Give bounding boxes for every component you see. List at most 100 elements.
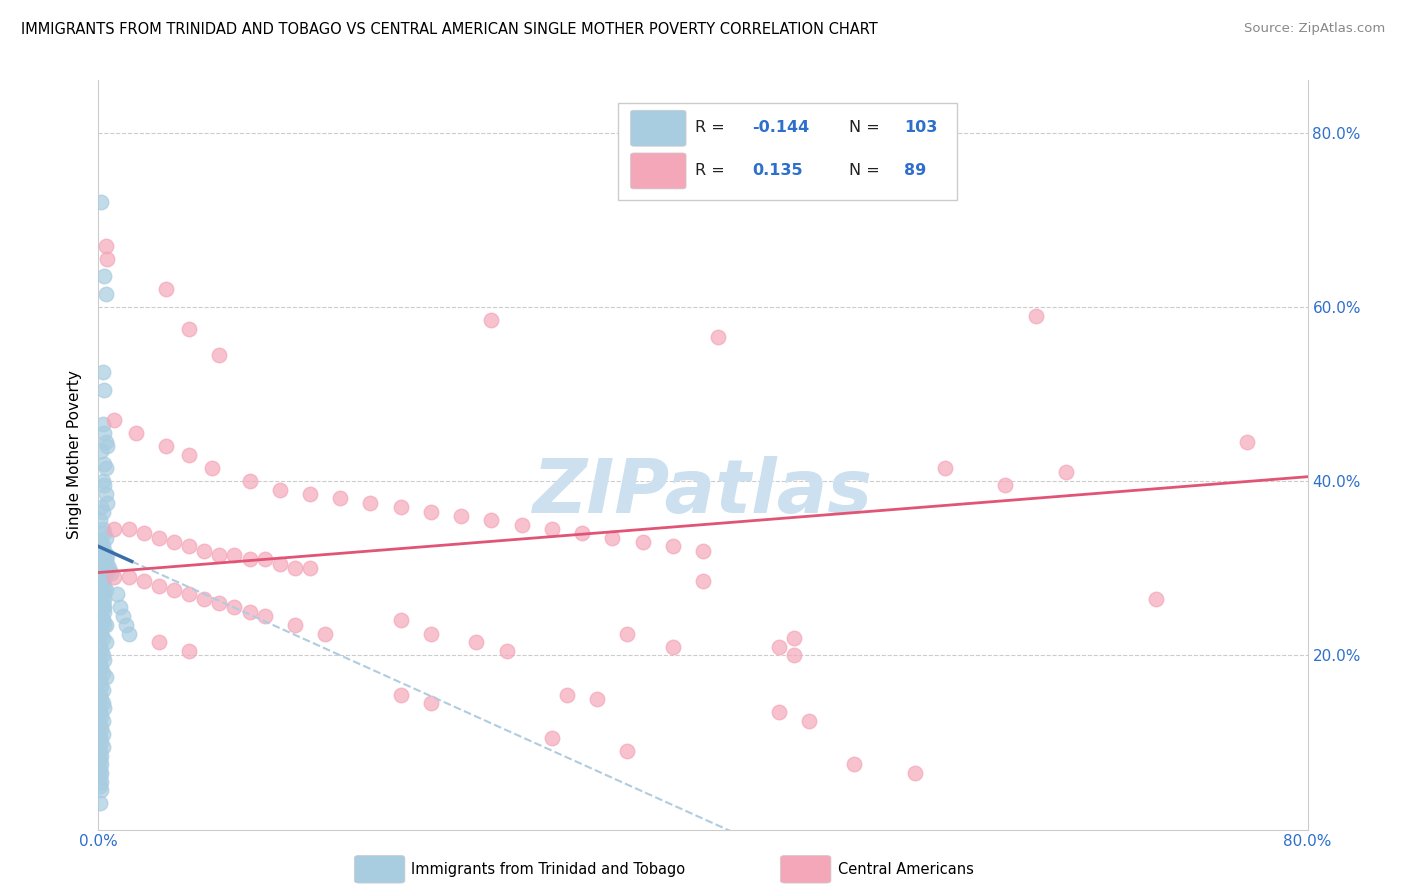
Point xyxy=(389,500,412,515)
Point xyxy=(179,587,201,601)
Point xyxy=(91,365,114,379)
Point xyxy=(132,526,155,541)
Point xyxy=(90,757,112,772)
Point xyxy=(90,443,112,458)
Point xyxy=(299,561,322,575)
Point xyxy=(91,522,114,536)
Point xyxy=(179,540,201,554)
Point xyxy=(93,457,115,471)
Point xyxy=(89,674,111,689)
Text: N =: N = xyxy=(849,162,886,178)
Point xyxy=(93,617,115,632)
Point xyxy=(208,596,231,610)
Point xyxy=(783,631,806,645)
Text: 89: 89 xyxy=(904,162,927,178)
Point xyxy=(90,596,112,610)
Point xyxy=(94,635,117,649)
Point xyxy=(510,517,533,532)
Point xyxy=(103,522,125,536)
Point xyxy=(89,640,111,654)
Text: Central Americans: Central Americans xyxy=(838,863,974,877)
Point xyxy=(118,570,141,584)
Point xyxy=(89,579,111,593)
Point xyxy=(94,461,117,475)
Point xyxy=(91,665,114,680)
Point xyxy=(540,522,562,536)
Point xyxy=(96,439,118,453)
Point xyxy=(89,552,111,566)
Point xyxy=(661,540,683,554)
Point xyxy=(93,543,115,558)
Point xyxy=(89,566,111,580)
Point xyxy=(93,383,115,397)
Point xyxy=(89,731,111,745)
Point xyxy=(661,640,683,654)
Point xyxy=(90,609,112,624)
Point xyxy=(844,757,866,772)
Text: 103: 103 xyxy=(904,120,936,135)
Text: N =: N = xyxy=(849,120,886,135)
Point xyxy=(91,557,114,571)
Point xyxy=(616,744,638,758)
Point xyxy=(602,531,624,545)
Point xyxy=(269,483,291,497)
Point xyxy=(103,570,125,584)
Point xyxy=(90,574,112,589)
Point xyxy=(90,626,112,640)
Point xyxy=(94,582,117,597)
Point xyxy=(90,783,112,797)
Point xyxy=(91,683,114,698)
Point xyxy=(132,574,155,589)
Point xyxy=(89,779,111,793)
Point xyxy=(420,696,443,710)
Text: Source: ZipAtlas.com: Source: ZipAtlas.com xyxy=(1244,22,1385,36)
Point xyxy=(94,617,117,632)
Point xyxy=(94,670,117,684)
Point xyxy=(90,766,112,780)
Point xyxy=(389,688,412,702)
Point xyxy=(90,735,112,749)
Point xyxy=(89,587,111,601)
Point xyxy=(89,535,111,549)
Point xyxy=(299,487,322,501)
Point xyxy=(707,330,730,344)
Point xyxy=(797,714,820,728)
Point xyxy=(179,644,201,658)
Point xyxy=(94,552,117,566)
Point xyxy=(91,739,114,754)
Point xyxy=(420,626,443,640)
Point xyxy=(89,513,111,527)
Text: R =: R = xyxy=(695,120,730,135)
Point xyxy=(465,635,488,649)
Point xyxy=(91,587,114,601)
Point xyxy=(450,508,472,523)
Point xyxy=(94,434,117,449)
Point xyxy=(90,748,112,763)
Point xyxy=(193,591,215,606)
Point xyxy=(89,744,111,758)
Point xyxy=(555,688,578,702)
Point xyxy=(540,731,562,745)
Point xyxy=(239,474,262,488)
Point xyxy=(934,461,956,475)
Point xyxy=(90,591,112,606)
FancyBboxPatch shape xyxy=(619,103,957,200)
Point xyxy=(91,614,114,628)
Point xyxy=(125,426,148,441)
Text: IMMIGRANTS FROM TRINIDAD AND TOBAGO VS CENTRAL AMERICAN SINGLE MOTHER POVERTY CO: IMMIGRANTS FROM TRINIDAD AND TOBAGO VS C… xyxy=(21,22,877,37)
Point xyxy=(481,513,503,527)
Point xyxy=(201,461,224,475)
Point xyxy=(89,657,111,671)
Point xyxy=(91,540,114,554)
Point xyxy=(90,500,112,515)
Point xyxy=(89,705,111,719)
Point xyxy=(94,487,117,501)
Point xyxy=(96,548,118,562)
Point xyxy=(420,504,443,518)
Point xyxy=(1054,466,1077,480)
Point xyxy=(1144,591,1167,606)
Point xyxy=(193,543,215,558)
Point xyxy=(91,596,114,610)
Text: Immigrants from Trinidad and Tobago: Immigrants from Trinidad and Tobago xyxy=(411,863,685,877)
Point xyxy=(163,582,186,597)
